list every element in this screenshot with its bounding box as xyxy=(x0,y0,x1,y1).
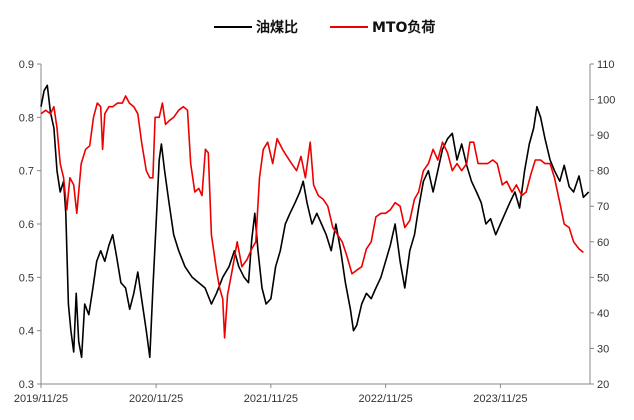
y-right-tick-label: 30 xyxy=(597,343,609,355)
y-right-tick-label: 100 xyxy=(597,95,615,107)
y-left-tick-label: 0.8 xyxy=(19,112,34,124)
y-right-tick-label: 90 xyxy=(597,130,609,142)
series-layer xyxy=(40,84,590,359)
y-right-tick-label: 80 xyxy=(597,166,609,178)
y-right-tick-label: 60 xyxy=(597,237,609,249)
series-line-oil-coal-ratio xyxy=(40,84,590,359)
y-left-tick-label: 0.7 xyxy=(19,166,34,178)
x-tick-label: 2019/11/25 xyxy=(14,393,68,405)
x-tick-label: 2021/11/25 xyxy=(244,393,298,405)
series-line-mto-load xyxy=(40,95,584,339)
y-left-tick-label: 0.5 xyxy=(19,272,34,284)
y-right-tick-label: 40 xyxy=(597,308,609,320)
x-tick-label: 2022/11/25 xyxy=(358,393,412,405)
x-tick-label: 2020/11/25 xyxy=(129,393,183,405)
legend-label-oil-coal-ratio: 油煤比 xyxy=(256,19,298,36)
y-right-tick-label: 110 xyxy=(597,59,615,71)
y-left-tick-label: 0.3 xyxy=(19,379,34,391)
y-left-tick-label: 0.9 xyxy=(19,59,34,71)
y-left-tick-label: 0.6 xyxy=(19,219,34,231)
x-tick-label: 2023/11/25 xyxy=(473,393,527,405)
y-left-tick-label: 0.4 xyxy=(19,326,34,338)
tick-labels: 0.3 0.4 0.5 0.6 0.7 0.8 0.9 20 30 40 50 60 70 80 90 100… xyxy=(14,59,615,405)
axes xyxy=(37,63,594,388)
legend: 油煤比 MTO负荷 xyxy=(214,19,435,36)
y-right-tick-label: 20 xyxy=(597,379,609,391)
legend-label-mto-load: MTO负荷 xyxy=(372,19,435,36)
y-right-tick-label: 50 xyxy=(597,272,609,284)
y-right-tick-label: 70 xyxy=(597,201,609,213)
